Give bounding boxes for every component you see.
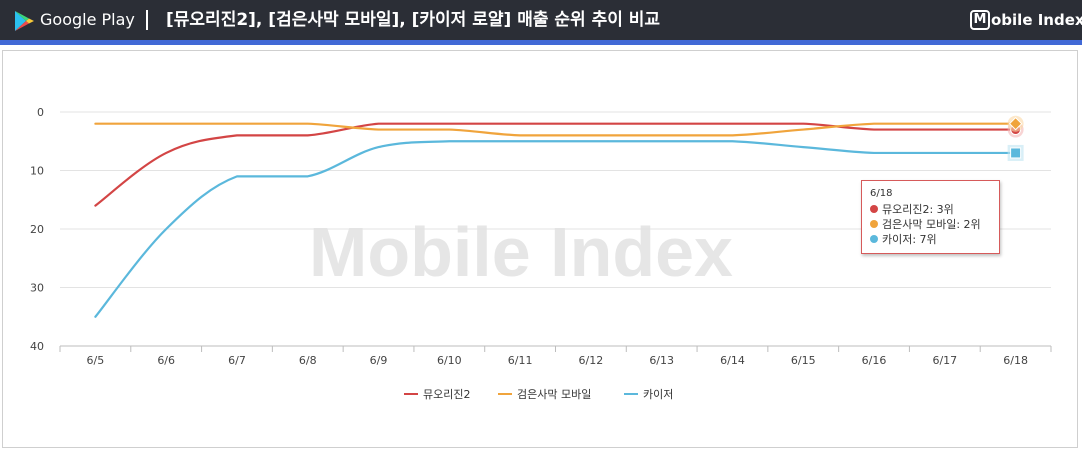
x-tick-label: 6/7 [228,354,246,367]
y-tick-label: 40 [30,340,44,353]
legend-swatch [624,393,638,395]
x-tick-label: 6/15 [791,354,816,367]
google-play-icon [15,11,34,31]
tooltip-row: 검은사막 모바일: 2위 [870,218,981,232]
legend-swatch [404,393,418,395]
watermark: Mobile Index [309,213,733,291]
header-divider [146,10,148,30]
x-tick-label: 6/12 [579,354,604,367]
tooltip-dot [870,220,878,228]
legend-label: 카이저 [643,388,674,401]
series-line [94,122,1017,137]
mobile-index-logo-text: obile Index [991,11,1082,29]
tooltip-dot [870,205,878,213]
x-tick-label: 6/14 [720,354,745,367]
legend-item-series-1[interactable]: 뮤오리진2 [404,386,470,402]
x-tick-label: 6/18 [1003,354,1028,367]
x-tick-label: 6/11 [508,354,533,367]
tooltip-row-label: 뮤오리진2: 3위 [882,203,954,216]
legend-swatch [498,393,512,395]
series-line [94,122,1017,207]
y-tick-label: 0 [37,106,44,119]
tooltip-row: 뮤오리진2: 3위 [870,203,954,217]
header-accent-stripe [0,40,1082,45]
legend-label: 뮤오리진2 [423,388,471,401]
tooltip-row-label: 카이저: 7위 [882,233,937,246]
x-tick-label: 6/10 [437,354,462,367]
x-tick-label: 6/5 [87,354,105,367]
x-tick-label: 6/13 [649,354,674,367]
chart-frame [2,50,1078,448]
tooltip-row: 카이저: 7위 [870,233,937,247]
series-line [94,140,1017,318]
y-tick-label: 20 [30,223,44,236]
tooltip: 6/18 뮤오리진2: 3위 검은사막 모바일: 2위 카이저: 7위 [861,180,1000,254]
tooltip-dot [870,235,878,243]
tooltip-row-label: 검은사막 모바일: 2위 [882,218,981,231]
legend-label: 검은사막 모바일 [517,388,592,401]
x-tick-label: 6/9 [370,354,388,367]
y-tick-label: 10 [30,165,44,178]
y-tick-label: 30 [30,282,44,295]
x-tick-label: 6/8 [299,354,317,367]
store-name: Google Play [40,10,135,29]
legend-item-series-3[interactable]: 카이저 [624,386,673,402]
page-title: [뮤오리진2], [검은사막 모바일], [카이저 로얄] 매출 순위 추이 비… [166,10,661,30]
header-bar: Google Play [뮤오리진2], [검은사막 모바일], [카이저 로얄… [0,0,1082,40]
x-tick-label: 6/6 [157,354,175,367]
legend-item-series-2[interactable]: 검은사막 모바일 [498,386,591,402]
hover-marker-diamond [1008,116,1023,131]
hover-marker-square [1010,147,1022,159]
x-tick-label: 6/16 [862,354,887,367]
tooltip-date: 6/18 [870,188,893,199]
x-tick-label: 6/17 [932,354,957,367]
mobile-index-logo-mark: M [970,10,990,30]
